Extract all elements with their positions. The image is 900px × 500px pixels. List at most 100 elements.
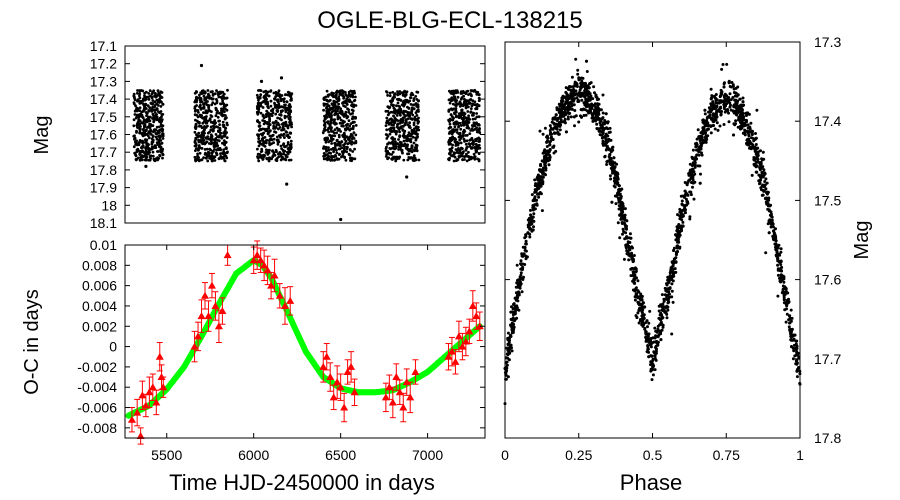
light-curve-point: [386, 94, 389, 97]
light-curve-point: [414, 130, 418, 134]
light-curve-point: [346, 126, 350, 130]
light-curve-point: [197, 159, 201, 163]
light-curve-point: [147, 92, 151, 95]
light-curve-point: [411, 132, 415, 135]
light-curve-point: [410, 106, 414, 110]
light-curve-point: [215, 111, 219, 115]
light-curve-point: [158, 154, 162, 158]
phase-point: [720, 67, 724, 71]
light-curve-point: [274, 95, 277, 99]
light-curve-point: [326, 108, 330, 112]
light-curve-point: [391, 146, 394, 150]
light-curve-point: [337, 135, 341, 139]
light-curve-point: [218, 119, 222, 123]
light-curve-point: [343, 90, 347, 94]
light-curve-point: [208, 137, 211, 141]
light-curve-point: [223, 159, 227, 163]
light-curve-point: [147, 98, 151, 101]
light-curve-point: [395, 125, 399, 129]
light-curve-point: [470, 136, 474, 140]
light-curve-point: [207, 96, 211, 99]
light-curve-point: [145, 112, 149, 115]
light-curve-point: [193, 140, 197, 144]
light-curve-point: [469, 107, 473, 110]
light-curve-point: [263, 97, 267, 101]
phase-point: [776, 263, 780, 267]
light-curve-point: [265, 157, 269, 161]
light-curve-point: [447, 157, 450, 161]
light-curve-point: [342, 115, 346, 118]
light-curve-point: [395, 114, 399, 117]
light-curve-point: [327, 155, 330, 159]
light-curve-point: [198, 121, 201, 124]
light-curve-point: [407, 156, 411, 159]
light-curve-point: [148, 148, 151, 152]
light-curve-point: [222, 148, 226, 152]
light-curve-panel: 17.117.217.317.417.517.617.717.817.91818…: [31, 38, 486, 231]
light-curve-point: [159, 145, 163, 149]
light-curve-point: [269, 129, 272, 133]
light-curve-point: [275, 135, 279, 139]
light-curve-point: [478, 140, 481, 143]
light-curve-point: [335, 126, 339, 130]
light-curve-point: [280, 128, 283, 132]
light-curve-point: [161, 147, 165, 151]
phase-point: [782, 280, 786, 284]
light-curve-point: [458, 114, 461, 118]
light-curve-point: [217, 135, 221, 139]
light-curve-point: [158, 131, 161, 134]
phase-point: [755, 108, 759, 112]
light-curve-point: [151, 105, 155, 108]
light-curve-point: [330, 142, 333, 145]
o-c-y-tick-label: 0.002: [82, 318, 117, 334]
light-curve-point: [288, 144, 292, 147]
light-curve-point: [330, 110, 334, 113]
phase-point: [653, 326, 657, 330]
light-curve-point: [344, 128, 347, 132]
light-curve-point: [340, 122, 344, 125]
light-curve-point: [415, 104, 419, 108]
light-curve-point: [338, 116, 342, 120]
light-curve-point: [336, 112, 339, 116]
phase-point: [766, 202, 770, 205]
light-curve-point: [201, 121, 205, 125]
phase-point: [670, 332, 674, 336]
light-curve-point: [461, 158, 464, 162]
phase-point: [779, 247, 783, 251]
light-curve-point: [349, 159, 352, 162]
light-curve-point: [342, 124, 345, 128]
light-curve-point: [288, 150, 292, 154]
light-curve-point: [463, 101, 466, 105]
light-curve-point: [323, 137, 327, 141]
phase-point: [676, 244, 679, 248]
light-curve-point: [449, 91, 452, 94]
light-curve-point: [200, 92, 204, 95]
light-curve-point: [274, 125, 278, 129]
light-curve-point: [390, 157, 393, 161]
light-curve-point: [352, 99, 356, 103]
light-curve-point: [143, 130, 147, 134]
light-curve-point: [416, 108, 420, 112]
light-curve-point: [391, 141, 395, 145]
light-curve-point: [477, 136, 481, 140]
light-curve-point: [262, 116, 266, 120]
phase-point: [716, 128, 720, 132]
light-curve-point: [354, 124, 358, 127]
light-curve-point: [146, 115, 150, 119]
phase-point: [723, 81, 726, 85]
light-curve-point: [160, 113, 164, 116]
light-curve-point: [450, 146, 454, 150]
light-curve-point: [325, 89, 329, 93]
light-curve-point: [274, 90, 278, 94]
light-curve-point: [329, 118, 333, 122]
light-curve-point: [415, 118, 419, 122]
light-curve-point: [259, 150, 263, 154]
light-curve-point: [406, 152, 409, 156]
light-curve-point: [345, 150, 349, 154]
light-curve-point: [324, 140, 328, 144]
light-curve-point: [471, 102, 475, 106]
light-curve-point: [342, 150, 346, 154]
light-curve-point: [211, 97, 215, 101]
light-curve-point: [206, 124, 209, 128]
o-c-y-tick-label: -0.004: [77, 379, 117, 395]
